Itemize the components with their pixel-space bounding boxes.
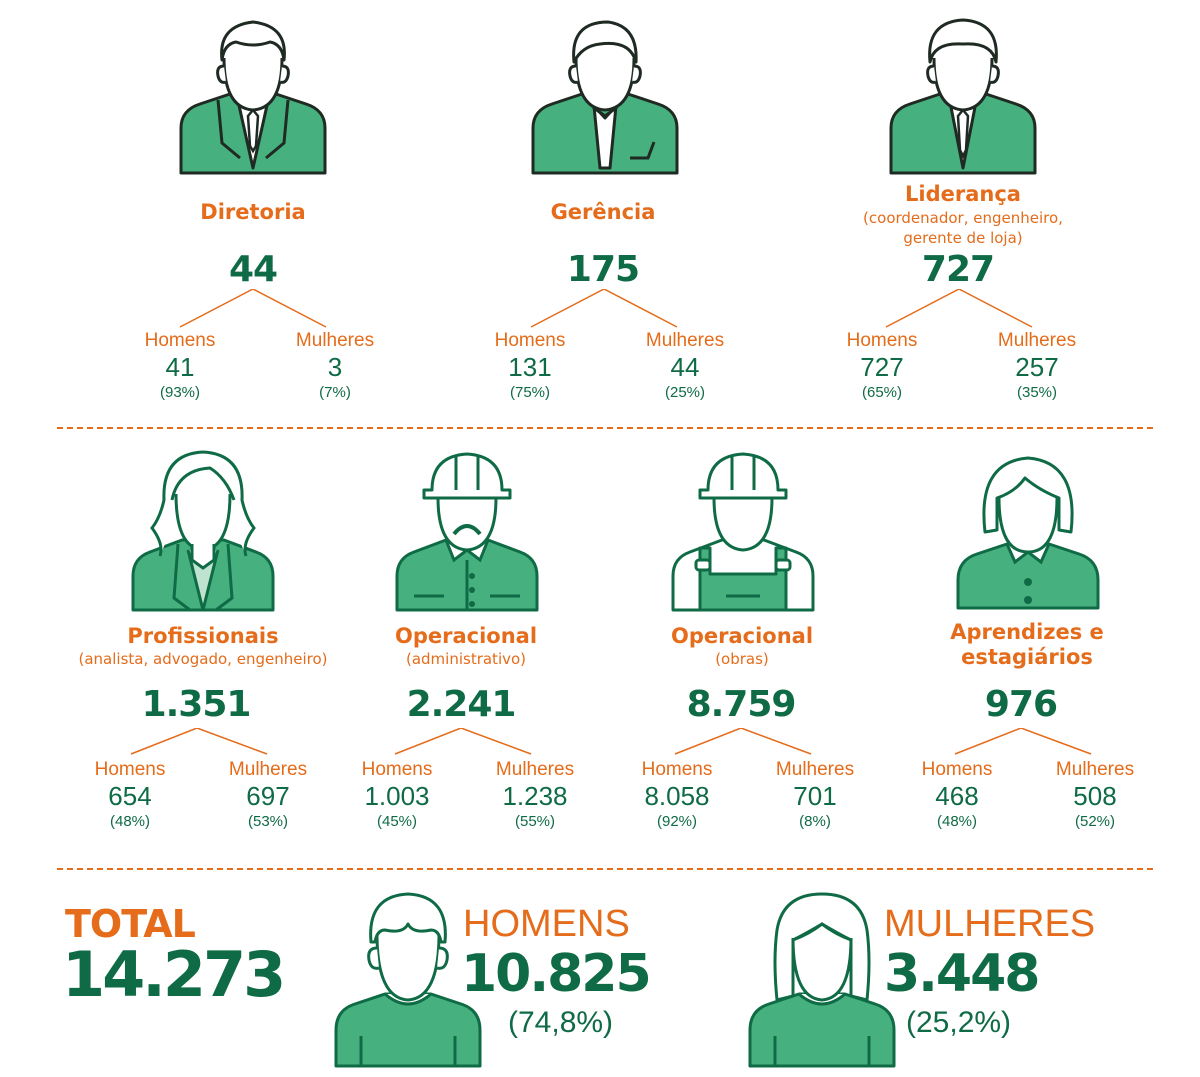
- men-label: Homens: [846, 330, 918, 351]
- women-percent: (7%): [319, 384, 351, 401]
- total-label: TOTAL: [65, 902, 196, 946]
- women-label: Mulheres: [997, 330, 1077, 351]
- apprentice-icon: [955, 452, 1101, 612]
- women-summary-percent: (25,2%): [906, 1006, 1012, 1039]
- total-value: 14.273: [62, 938, 286, 1011]
- man-icon: [333, 890, 483, 1070]
- men-summary-value: 10.825: [461, 944, 652, 1004]
- men-percent: (75%): [509, 384, 550, 401]
- men-count: 654: [108, 781, 152, 811]
- category-total: 2.241: [406, 684, 517, 725]
- women-label: Mulheres: [1055, 759, 1135, 780]
- women-label: Mulheres: [295, 330, 375, 351]
- manager-icon: [530, 18, 680, 178]
- men-label: Homens: [94, 759, 166, 780]
- men-label: Homens: [641, 759, 713, 780]
- split-lines: [530, 289, 678, 328]
- professional-woman-icon: [130, 448, 276, 614]
- women-percent: (53%): [247, 813, 288, 830]
- category-title: Profissionais: [127, 624, 279, 648]
- men-count: 41: [165, 352, 195, 382]
- category-total: 727: [921, 249, 995, 290]
- category-title: Diretoria: [200, 200, 306, 224]
- women-count: 44: [670, 352, 700, 382]
- section-divider: [57, 868, 1153, 870]
- men-percent: (48%): [109, 813, 150, 830]
- men-summary-label: HOMENS: [463, 903, 630, 945]
- women-label: Mulheres: [775, 759, 855, 780]
- men-label: Homens: [361, 759, 433, 780]
- category-title: Operacional: [670, 624, 814, 648]
- women-count: 257: [1015, 352, 1059, 382]
- category-total: 976: [984, 684, 1058, 725]
- women-percent: (52%): [1074, 813, 1115, 830]
- category-total: 8.759: [686, 684, 797, 725]
- women-label: Mulheres: [495, 759, 575, 780]
- construction-worker-icon: [670, 448, 816, 614]
- executive-icon: [178, 18, 328, 178]
- category-subtitle: gerente de loja): [903, 229, 1023, 247]
- women-summary-value: 3.448: [884, 944, 1040, 1004]
- men-count: 8.058: [644, 781, 710, 811]
- men-percent: (65%): [861, 384, 902, 401]
- split-lines: [130, 728, 268, 755]
- men-label: Homens: [921, 759, 993, 780]
- split-lines: [885, 289, 1033, 328]
- women-percent: (55%): [514, 813, 555, 830]
- category-title: Liderança: [905, 182, 1021, 206]
- women-percent: (25%): [664, 384, 705, 401]
- men-percent: (48%): [936, 813, 977, 830]
- women-label: Mulheres: [645, 330, 725, 351]
- section-divider: [57, 427, 1153, 429]
- women-count: 508: [1073, 781, 1117, 811]
- category-subtitle: (obras): [715, 650, 769, 668]
- women-label: Mulheres: [228, 759, 308, 780]
- category-title-line2: estagiários: [961, 645, 1093, 669]
- men-percent: (92%): [656, 813, 697, 830]
- women-count: 701: [793, 781, 837, 811]
- men-percent: (93%): [159, 384, 200, 401]
- men-label: Homens: [494, 330, 566, 351]
- hardhat-worker-icon: [394, 448, 540, 614]
- women-percent: (35%): [1016, 384, 1057, 401]
- category-title: Operacional: [394, 624, 538, 648]
- women-count: 697: [246, 781, 290, 811]
- men-label: Homens: [144, 330, 216, 351]
- leader-icon: [888, 18, 1038, 178]
- men-count: 468: [935, 781, 979, 811]
- category-subtitle: (administrativo): [405, 650, 527, 668]
- category-title: Aprendizes e: [950, 620, 1104, 644]
- men-summary-percent: (74,8%): [508, 1006, 614, 1039]
- split-lines: [179, 289, 327, 328]
- men-percent: (45%): [376, 813, 417, 830]
- category-title: Gerência: [550, 200, 656, 224]
- women-count: 3: [327, 352, 343, 382]
- men-count: 131: [508, 352, 552, 382]
- men-count: 1.003: [364, 781, 430, 811]
- category-total: 175: [566, 249, 640, 290]
- category-subtitle: (analista, advogado, engenheiro): [78, 650, 328, 668]
- men-count: 727: [860, 352, 904, 382]
- women-percent: (8%): [799, 813, 831, 830]
- category-total: 44: [228, 249, 278, 290]
- split-lines: [674, 728, 812, 755]
- category-subtitle: (coordenador, engenheiro,: [863, 209, 1063, 227]
- split-lines: [394, 728, 532, 755]
- split-lines: [954, 728, 1092, 755]
- women-summary-label: MULHERES: [884, 903, 1096, 945]
- category-total: 1.351: [141, 684, 252, 725]
- woman-icon: [747, 890, 897, 1070]
- women-count: 1.238: [502, 781, 568, 811]
